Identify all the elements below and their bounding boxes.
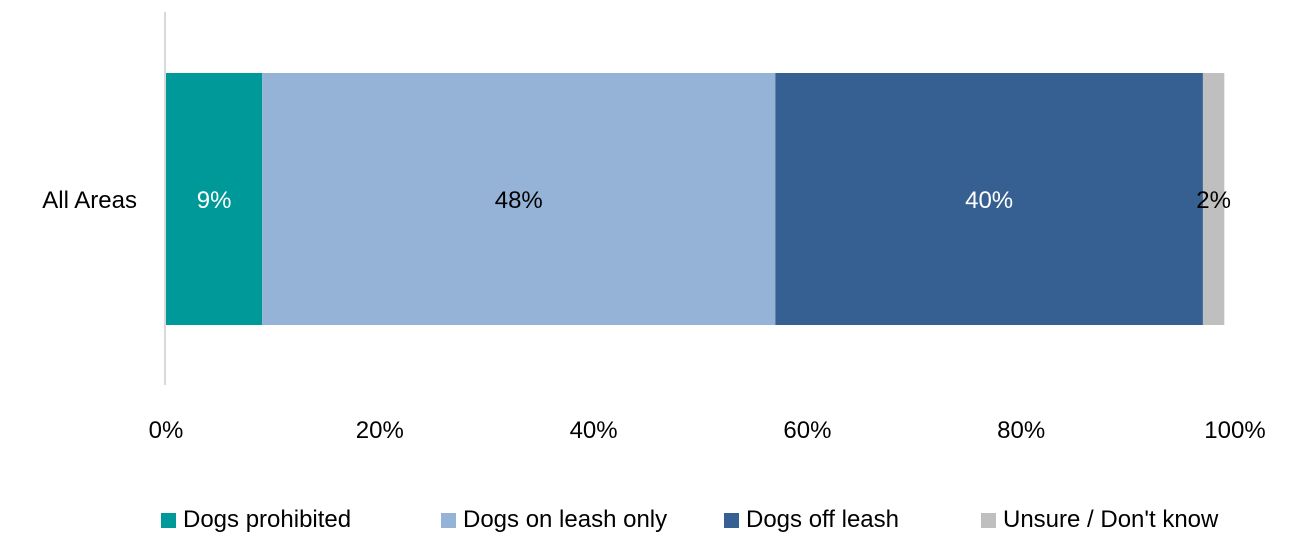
x-tick-label: 100% [1204, 417, 1265, 444]
x-tick-label: 0% [149, 417, 184, 444]
bar-segment-dogs-prohibited [166, 73, 263, 325]
data-label: 2% [1196, 187, 1231, 214]
legend-item: Unsure / Don't know [981, 506, 1218, 534]
stacked-bar-chart: 9% 48% 40% 2% 0% 20% 40% 60% 80% 100% All Areas [42, 12, 1266, 444]
legend-label: Dogs on leash only [463, 506, 668, 533]
bar-segment-dogs-on-leash-only [262, 73, 776, 325]
legend-swatch [441, 512, 456, 528]
x-tick-label: 20% [356, 417, 404, 444]
data-label: 9% [197, 187, 232, 214]
bar-segment-dogs-off-leash [775, 73, 1203, 325]
data-label: 40% [965, 187, 1013, 214]
legend-swatch [161, 512, 176, 528]
x-tick-label: 60% [783, 417, 831, 444]
x-tick-label: 80% [997, 417, 1045, 444]
legend-label: Dogs off leash [746, 506, 899, 533]
legend-item: Dogs prohibited [161, 506, 351, 534]
category-label: All Areas [42, 187, 137, 214]
legend-item: Dogs off leash [724, 506, 899, 534]
legend: Dogs prohibited Dogs on leash only Dogs of… [0, 506, 1289, 546]
x-tick-label: 40% [570, 417, 618, 444]
bar-segment-unsure-don-t-know [1202, 73, 1225, 325]
legend-swatch [981, 512, 996, 528]
legend-item: Dogs on leash only [441, 506, 667, 534]
legend-label: Dogs prohibited [183, 506, 352, 533]
legend-label: Unsure / Don't know [1003, 506, 1219, 533]
legend-swatch [724, 512, 739, 528]
data-label: 48% [495, 187, 543, 214]
